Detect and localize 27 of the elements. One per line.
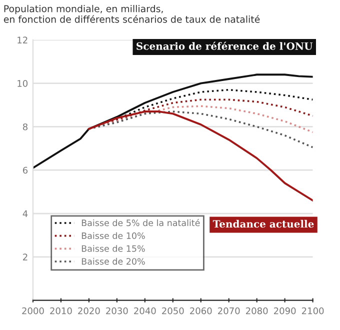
x-tick-label: 2050 bbox=[162, 307, 184, 314]
line-series bbox=[88, 110, 313, 148]
line-series bbox=[88, 110, 313, 202]
text: Scenario de référence de l'ONU bbox=[136, 42, 313, 50]
x-tick-label: 2090 bbox=[274, 307, 296, 314]
y-tick-label: 4 bbox=[22, 210, 28, 217]
chart-title: Population mondiale, en milliards, en fonction de différents scénarios de taux de natalité bbox=[4, 4, 260, 23]
line-series bbox=[32, 74, 313, 169]
legend-label: Baisse de 5% de la natalité bbox=[82, 219, 200, 226]
x-tick-label: 2060 bbox=[190, 307, 212, 314]
legend-label: Baisse de 10% bbox=[82, 232, 145, 240]
y-tick-label: 8 bbox=[22, 123, 28, 130]
x-tick-label: 2040 bbox=[134, 307, 156, 314]
y-tick-label: 10 bbox=[18, 80, 28, 87]
y-tick-label: 12 bbox=[18, 36, 28, 44]
x-tick-label: 2080 bbox=[246, 307, 268, 314]
legend-label: Baisse de 20% bbox=[82, 258, 145, 265]
x-tick-label: 2030 bbox=[106, 307, 128, 314]
x-tick-label: 2100 bbox=[302, 307, 324, 314]
series-label: Tendance actuelle bbox=[212, 220, 314, 228]
x-tick-label: 2070 bbox=[218, 307, 240, 314]
x-tick-label: 2010 bbox=[50, 307, 72, 314]
y-tick-label: 2 bbox=[23, 254, 28, 260]
x-tick-label: 2000 bbox=[22, 307, 44, 314]
x-tick-label: 2020 bbox=[78, 307, 100, 314]
legend-label: Baisse de 15% bbox=[82, 245, 145, 252]
y-tick-label: 6 bbox=[23, 166, 28, 174]
